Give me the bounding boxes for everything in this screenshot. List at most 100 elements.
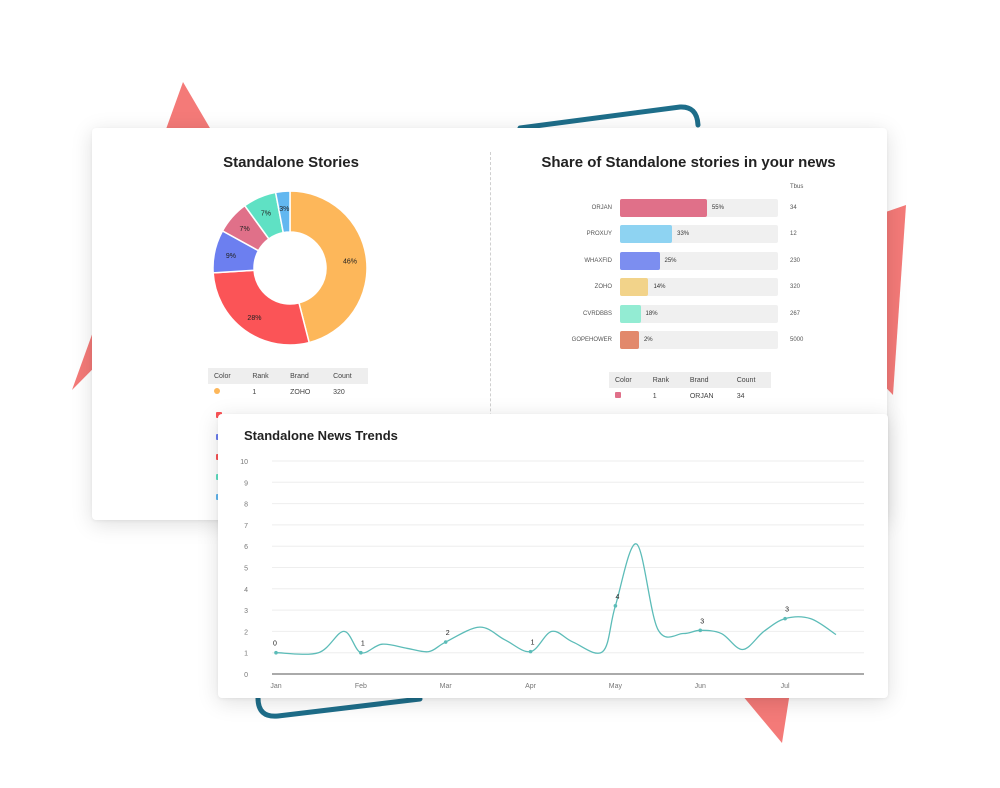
- y-tick-label: 9: [244, 480, 248, 487]
- color-swatch: [214, 388, 220, 394]
- column-header: Rank: [246, 368, 285, 384]
- table-header-row: Color Rank Brand Count: [208, 368, 368, 384]
- y-tick-label: 7: [244, 523, 248, 530]
- y-tick-label: 0: [244, 672, 248, 679]
- bar-category-label: ORJAN: [591, 205, 612, 211]
- pie-legend-table: Color Rank Brand Count 1 ZOHO 320: [208, 368, 368, 400]
- trend-line: [275, 543, 837, 655]
- column-header: Brand: [284, 368, 328, 384]
- bar-percent-label: 14%: [653, 284, 666, 291]
- bar-category-label: PROXUY: [586, 231, 612, 238]
- color-swatch: [615, 392, 621, 398]
- data-label: 4: [615, 594, 619, 601]
- data-point: [613, 604, 618, 608]
- pie-slice-label: 46%: [343, 258, 357, 265]
- x-tick-label: Apr: [525, 683, 537, 690]
- bar-track: 14%: [620, 278, 778, 297]
- data-point: [274, 650, 278, 655]
- count-column-header: Tbus: [790, 184, 804, 190]
- table-row: 1 ORJAN 34: [609, 388, 771, 404]
- column-header: Rank: [646, 372, 684, 388]
- bar-percent-label: 33%: [677, 231, 690, 238]
- table-header-row: Color Rank Brand Count: [609, 372, 771, 388]
- color-cell: [609, 388, 647, 404]
- column-header: Brand: [683, 372, 731, 388]
- pie-slice: [212, 269, 311, 346]
- bar: [620, 225, 673, 244]
- data-point: [783, 616, 787, 621]
- color-cell: [208, 384, 246, 400]
- column-header: Color: [609, 372, 647, 388]
- pie-chart-title: Standalone Stories: [223, 154, 359, 171]
- data-label: 1: [531, 640, 535, 647]
- column-header: Color: [208, 368, 247, 384]
- bar-count-label: 230: [790, 257, 801, 264]
- decorative-frame-top: [517, 104, 701, 131]
- bar-category-label: WHAXFID: [584, 257, 612, 264]
- pie-slice-label: 7%: [261, 210, 271, 217]
- bar-chart-title: Share of Standalone stories in your news: [541, 154, 836, 171]
- data-point: [443, 640, 448, 644]
- pie-chart: 46% 28% 9% 7% 7% 3%: [212, 190, 368, 346]
- pie-slice: [274, 190, 291, 234]
- brand-cell: ZOHO: [290, 388, 311, 396]
- data-label: 1: [361, 641, 365, 648]
- y-tick-label: 4: [244, 587, 248, 594]
- bar-category-label: ZOHO: [594, 284, 612, 291]
- x-tick-label: Jun: [695, 683, 706, 690]
- bar-count-label: 267: [790, 310, 801, 317]
- table-row: 1 ZOHO 320: [208, 384, 368, 400]
- x-tick-label: Feb: [355, 683, 367, 690]
- card-divider: [490, 152, 491, 517]
- data-point: [359, 650, 363, 655]
- y-tick-label: 2: [244, 629, 248, 636]
- data-point: [698, 628, 703, 633]
- decorative-triangle-bottom: [742, 692, 790, 743]
- bar-percent-label: 55%: [711, 205, 724, 211]
- bar-track: 18%: [620, 304, 778, 323]
- pie-slice-label: 28%: [247, 315, 261, 322]
- bar-track: 33%: [620, 225, 778, 244]
- bar-count-label: 320: [790, 284, 801, 291]
- bar: [620, 278, 649, 297]
- pie-slice-label: 9%: [226, 253, 236, 260]
- bar-category-label: GOPEHOWER: [571, 337, 612, 343]
- y-tick-label: 8: [244, 502, 248, 509]
- decorative-frame-bottom: [255, 695, 423, 719]
- y-tick-label: 3: [244, 608, 248, 615]
- x-tick-label: Jan: [270, 683, 281, 690]
- data-label: 2: [446, 630, 450, 637]
- bar: [620, 331, 639, 349]
- line-chart: 0 1 2 3 4 5 6 7 8 9 10 Jan Feb Mar Apr May Jun Jul 0 1 2 1 4 3 3: [240, 459, 864, 690]
- bar-percent-label: 25%: [664, 257, 677, 264]
- count-cell: 34: [736, 392, 745, 400]
- bar: [620, 251, 660, 270]
- bar-track: 2%: [620, 331, 778, 349]
- bar-count-label: 12: [790, 231, 797, 238]
- data-label: 0: [273, 641, 277, 648]
- bar-percent-label: 2%: [643, 337, 653, 343]
- bar-count-label: 5000: [790, 337, 804, 343]
- count-cell: 320: [333, 388, 345, 396]
- bar-category-label: CVRDBBS: [582, 310, 612, 317]
- rank-cell: 1: [252, 388, 257, 396]
- y-tick-label: 10: [240, 459, 248, 466]
- x-tick-label: May: [609, 683, 623, 690]
- x-tick-label: Jul: [781, 683, 790, 690]
- bar-track: 55%: [620, 199, 778, 217]
- line-chart-title: Standalone News Trends: [244, 428, 398, 443]
- bar-legend-table: Color Rank Brand Count 1 ORJAN 34: [609, 372, 771, 404]
- brand-cell: ORJAN: [689, 392, 714, 400]
- data-label: 3: [700, 618, 704, 625]
- news-trends-card: Standalone News Trends 0 1 2 3 4 5 6 7 8 9 10 Jan Fe…: [218, 414, 888, 698]
- y-tick-label: 6: [244, 544, 248, 551]
- bar: [620, 199, 707, 217]
- bar-percent-label: 18%: [645, 310, 658, 317]
- rank-cell: 1: [652, 392, 657, 400]
- bar-track: 25%: [620, 251, 778, 270]
- bar-count-label: 34: [790, 205, 797, 211]
- x-tick-label: Mar: [440, 683, 453, 690]
- data-point: [528, 649, 533, 654]
- column-header: Count: [730, 372, 771, 388]
- column-header: Count: [327, 368, 368, 384]
